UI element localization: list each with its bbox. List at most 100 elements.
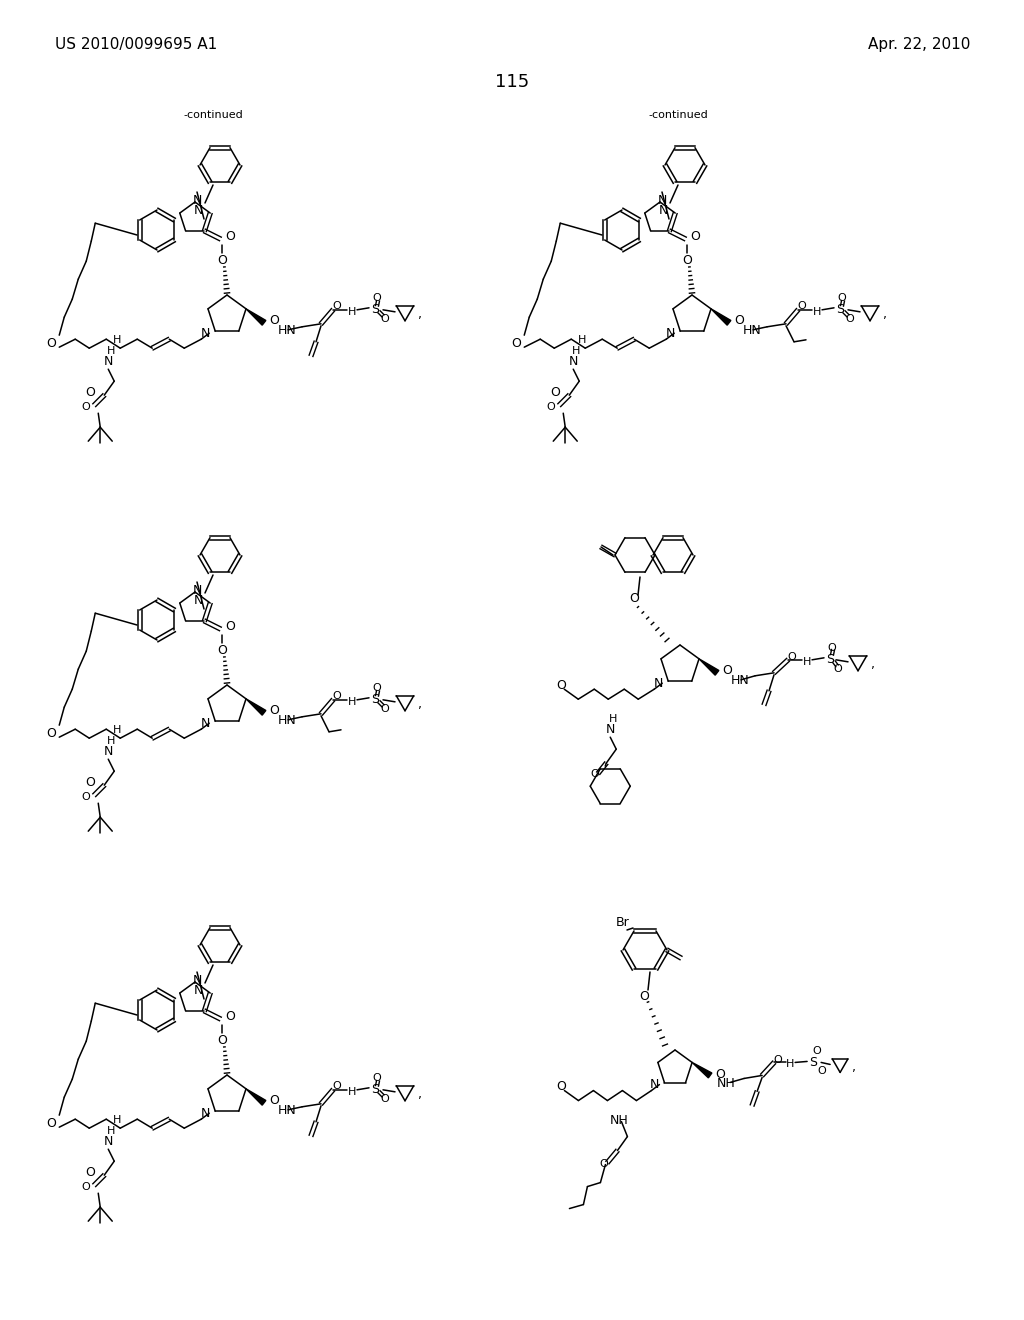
Text: O: O xyxy=(225,620,236,634)
Text: O: O xyxy=(629,593,639,606)
Text: ,: , xyxy=(418,1088,422,1101)
Text: HN: HN xyxy=(279,714,297,727)
Text: N: N xyxy=(201,717,210,730)
Text: O: O xyxy=(682,255,692,268)
Text: N: N xyxy=(194,594,203,607)
Text: H: H xyxy=(572,346,581,356)
Polygon shape xyxy=(711,309,731,325)
Polygon shape xyxy=(692,1063,712,1078)
Text: O: O xyxy=(798,301,806,310)
Text: ,: , xyxy=(418,698,422,711)
Text: N: N xyxy=(201,1106,210,1119)
Text: O: O xyxy=(85,776,95,788)
Text: O: O xyxy=(333,690,341,701)
Text: N: N xyxy=(201,326,210,339)
Text: O: O xyxy=(333,301,341,310)
Text: O: O xyxy=(333,1081,341,1090)
Text: O: O xyxy=(381,314,389,323)
Text: O: O xyxy=(46,1117,56,1130)
Text: H: H xyxy=(348,697,356,706)
Text: N: N xyxy=(194,985,203,998)
Polygon shape xyxy=(246,1089,266,1105)
Text: S: S xyxy=(371,304,379,317)
Text: HN: HN xyxy=(743,325,762,338)
Text: ,: , xyxy=(852,1061,856,1074)
Text: O: O xyxy=(813,1047,821,1056)
Text: HN: HN xyxy=(279,325,297,338)
Text: H: H xyxy=(803,657,811,667)
Text: H: H xyxy=(108,1126,116,1137)
Text: N: N xyxy=(653,677,663,689)
Text: O: O xyxy=(787,652,797,661)
Text: N: N xyxy=(194,205,203,218)
Text: S: S xyxy=(826,653,834,667)
Text: O: O xyxy=(82,403,90,412)
Text: N: N xyxy=(650,1078,659,1092)
Text: HN: HN xyxy=(731,675,750,688)
Text: O: O xyxy=(217,644,227,657)
Text: O: O xyxy=(774,1056,782,1065)
Text: NH: NH xyxy=(609,1114,628,1127)
Text: N: N xyxy=(658,205,668,218)
Text: N: N xyxy=(103,355,113,368)
Text: O: O xyxy=(373,293,381,302)
Text: Apr. 22, 2010: Apr. 22, 2010 xyxy=(867,37,970,53)
Text: O: O xyxy=(269,1094,279,1107)
Text: N: N xyxy=(193,974,202,986)
Text: O: O xyxy=(46,727,56,739)
Text: H: H xyxy=(108,346,116,356)
Text: Br: Br xyxy=(616,916,630,928)
Text: O: O xyxy=(269,705,279,717)
Text: S: S xyxy=(836,304,844,317)
Text: H: H xyxy=(609,714,617,725)
Text: S: S xyxy=(371,1084,379,1097)
Text: N: N xyxy=(193,583,202,597)
Text: O: O xyxy=(373,682,381,693)
Text: O: O xyxy=(590,770,599,779)
Text: US 2010/0099695 A1: US 2010/0099695 A1 xyxy=(55,37,217,53)
Text: HN: HN xyxy=(279,1105,297,1117)
Text: O: O xyxy=(734,314,744,327)
Text: S: S xyxy=(809,1056,817,1069)
Text: O: O xyxy=(381,1094,389,1104)
Text: O: O xyxy=(722,664,732,677)
Text: N: N xyxy=(193,194,202,206)
Text: NH: NH xyxy=(717,1077,736,1090)
Text: H: H xyxy=(108,737,116,746)
Text: O: O xyxy=(715,1068,725,1081)
Text: ,: , xyxy=(418,309,422,321)
Text: N: N xyxy=(666,326,675,339)
Text: -continued: -continued xyxy=(183,110,243,120)
Text: N: N xyxy=(103,744,113,758)
Polygon shape xyxy=(246,698,266,715)
Text: S: S xyxy=(371,693,379,706)
Text: O: O xyxy=(269,314,279,327)
Text: O: O xyxy=(639,990,649,1002)
Text: H: H xyxy=(813,306,821,317)
Text: O: O xyxy=(556,678,566,692)
Text: H: H xyxy=(113,335,122,346)
Text: O: O xyxy=(217,1035,227,1048)
Text: O: O xyxy=(85,385,95,399)
Text: O: O xyxy=(846,314,854,323)
Text: N: N xyxy=(103,1135,113,1147)
Text: N: N xyxy=(568,355,578,368)
Text: H: H xyxy=(348,1086,356,1097)
Text: N: N xyxy=(605,722,615,735)
Text: N: N xyxy=(657,194,667,206)
Text: ,: , xyxy=(871,659,876,672)
Text: O: O xyxy=(599,1159,608,1168)
Text: O: O xyxy=(556,1080,566,1093)
Text: O: O xyxy=(217,255,227,268)
Text: O: O xyxy=(225,231,236,243)
Text: O: O xyxy=(690,231,700,243)
Text: O: O xyxy=(82,792,90,803)
Text: O: O xyxy=(381,704,389,714)
Text: H: H xyxy=(579,335,587,346)
Text: O: O xyxy=(373,1073,381,1082)
Polygon shape xyxy=(699,659,719,676)
Text: O: O xyxy=(818,1067,826,1076)
Text: -continued: -continued xyxy=(648,110,708,120)
Text: H: H xyxy=(113,1115,122,1125)
Text: O: O xyxy=(85,1166,95,1179)
